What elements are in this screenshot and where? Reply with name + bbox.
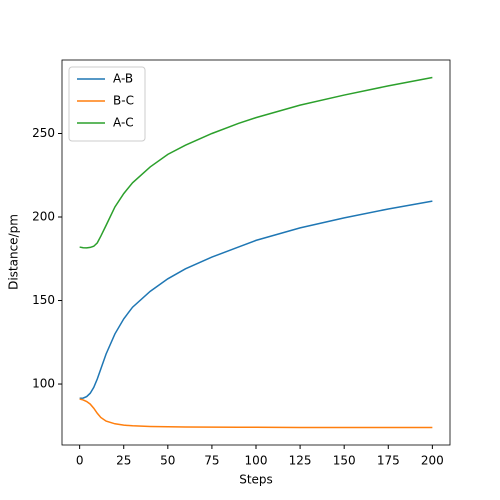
x-tick-label: 175 [377,454,400,468]
x-tick-label: 0 [76,454,84,468]
data-line [79,398,433,429]
y-tick-label: 100 [32,377,55,391]
legend-label: B-C [113,94,134,108]
legend-label: A-C [113,116,134,130]
plot-frame [61,59,451,446]
x-tick-label: 200 [421,454,444,468]
data-line [79,200,433,399]
x-tick-label: 75 [204,454,219,468]
data-line [79,76,433,249]
x-axis-label: Steps [239,473,273,487]
y-tick-label: 200 [32,210,55,224]
y-axis-label: Distance/pm [7,214,21,290]
legend-label: A-B [113,72,133,86]
x-tick-label: 125 [289,454,312,468]
x-tick-label: 100 [245,454,268,468]
x-tick-label: 25 [116,454,131,468]
y-tick-label: 250 [32,126,55,140]
x-tick-label: 150 [333,454,356,468]
y-tick-label: 150 [32,293,55,307]
x-tick-label: 50 [160,454,175,468]
